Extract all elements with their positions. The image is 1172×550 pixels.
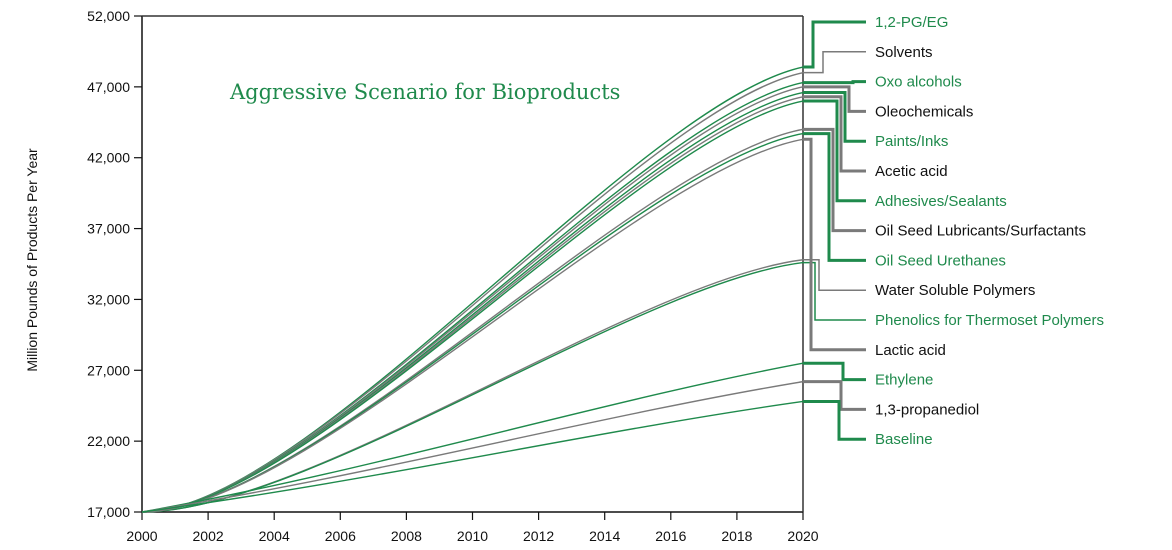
legend-connector-14 bbox=[803, 399, 866, 441]
x-tick-label: 2016 bbox=[655, 528, 686, 544]
y-tick-label: 27,000 bbox=[87, 362, 130, 378]
x-tick-label: 2002 bbox=[193, 528, 224, 544]
series-line-water-soluble-polymers bbox=[141, 259, 804, 513]
legend-label-baseline: Baseline bbox=[875, 431, 933, 448]
legend-label-water-soluble-polymers: Water Soluble Polymers bbox=[875, 282, 1035, 299]
y-tick-label: 37,000 bbox=[87, 221, 130, 237]
legend-label-oil-seed-lubricants-surfactants: Oil Seed Lubricants/Surfactants bbox=[875, 223, 1086, 240]
series-lines bbox=[141, 66, 804, 513]
legend-connector-2 bbox=[803, 80, 866, 85]
legend-label-ethylene: Ethylene bbox=[875, 372, 933, 389]
legend-connector-5 bbox=[803, 95, 866, 173]
legend-connectors bbox=[803, 20, 866, 441]
series-line-lactic-acid bbox=[141, 138, 804, 513]
series-line-oil-seed-urethanes bbox=[141, 132, 804, 513]
legend-connector-7 bbox=[803, 127, 866, 233]
legend-label-solvents: Solvents bbox=[875, 44, 933, 61]
series-line-acetic-acid bbox=[141, 96, 804, 513]
legend-label-oleochemicals: Oleochemicals bbox=[875, 103, 973, 120]
legend-connector-6 bbox=[803, 99, 866, 203]
legend-connector-0 bbox=[803, 20, 866, 69]
y-tick-label: 22,000 bbox=[87, 433, 130, 449]
chart-title: Aggressive Scenario for Bioproducts bbox=[229, 80, 620, 104]
legend-label-oil-seed-urethanes: Oil Seed Urethanes bbox=[875, 252, 1006, 269]
x-tick-label: 2018 bbox=[721, 528, 752, 544]
x-tick-label: 2004 bbox=[259, 528, 290, 544]
y-tick-label: 42,000 bbox=[87, 150, 130, 166]
legend-connector-11 bbox=[803, 137, 866, 352]
series-line-baseline bbox=[141, 400, 804, 513]
x-tick-label: 2008 bbox=[391, 528, 422, 544]
legend-label-lactic-acid: Lactic acid bbox=[875, 342, 946, 359]
legend-connector-8 bbox=[803, 132, 866, 262]
series-line-oil-seed-lubricants-surfactants bbox=[141, 128, 804, 513]
legend-label-1-3-propanediol: 1,3-propanediol bbox=[875, 401, 979, 418]
legend-connector-1 bbox=[803, 51, 866, 74]
y-tick-label: 32,000 bbox=[87, 291, 130, 307]
legend: 1,2-PG/EG Solvents Oxo alcohols Oleochemica… bbox=[875, 14, 1104, 448]
y-tick-label: 52,000 bbox=[87, 8, 130, 24]
legend-label-adhesives-sealants: Adhesives/Sealants bbox=[875, 193, 1007, 210]
x-tick-label: 2010 bbox=[457, 528, 488, 544]
y-tick-label: 47,000 bbox=[87, 79, 130, 95]
x-tick-label: 2012 bbox=[523, 528, 554, 544]
legend-label-acetic-acid: Acetic acid bbox=[875, 163, 948, 180]
legend-connector-4 bbox=[803, 91, 866, 143]
legend-connector-12 bbox=[803, 361, 866, 382]
series-line-ethylene bbox=[141, 362, 804, 513]
legend-label-1-2-pg-eg: 1,2-PG/EG bbox=[875, 14, 948, 31]
x-tick-label: 2006 bbox=[325, 528, 356, 544]
ticks: 17,000 22,000 27,000 32,000 37,000 42,000 47,0… bbox=[87, 8, 819, 544]
series-line-1-3-propanediol bbox=[141, 380, 804, 513]
legend-label-oxo-alcohols: Oxo alcohols bbox=[875, 74, 962, 91]
legend-connector-13 bbox=[803, 380, 866, 411]
legend-label-paints-inks: Paints/Inks bbox=[875, 133, 948, 150]
series-line-phenolics-for-thermoset-polymers bbox=[141, 261, 804, 513]
x-tick-label: 2000 bbox=[126, 528, 157, 544]
y-tick-label: 17,000 bbox=[87, 504, 130, 520]
y-axis-label: Million Pounds of Products Per Year bbox=[24, 148, 40, 372]
x-tick-label: 2014 bbox=[589, 528, 620, 544]
x-tick-label: 2020 bbox=[787, 528, 818, 544]
axes bbox=[141, 15, 804, 513]
series-line-adhesives-sealants bbox=[141, 100, 804, 513]
legend-connector-3 bbox=[803, 85, 866, 113]
legend-label-phenolics-for-thermoset-polymers: Phenolics for Thermoset Polymers bbox=[875, 312, 1104, 329]
legend-connector-10 bbox=[803, 261, 866, 321]
